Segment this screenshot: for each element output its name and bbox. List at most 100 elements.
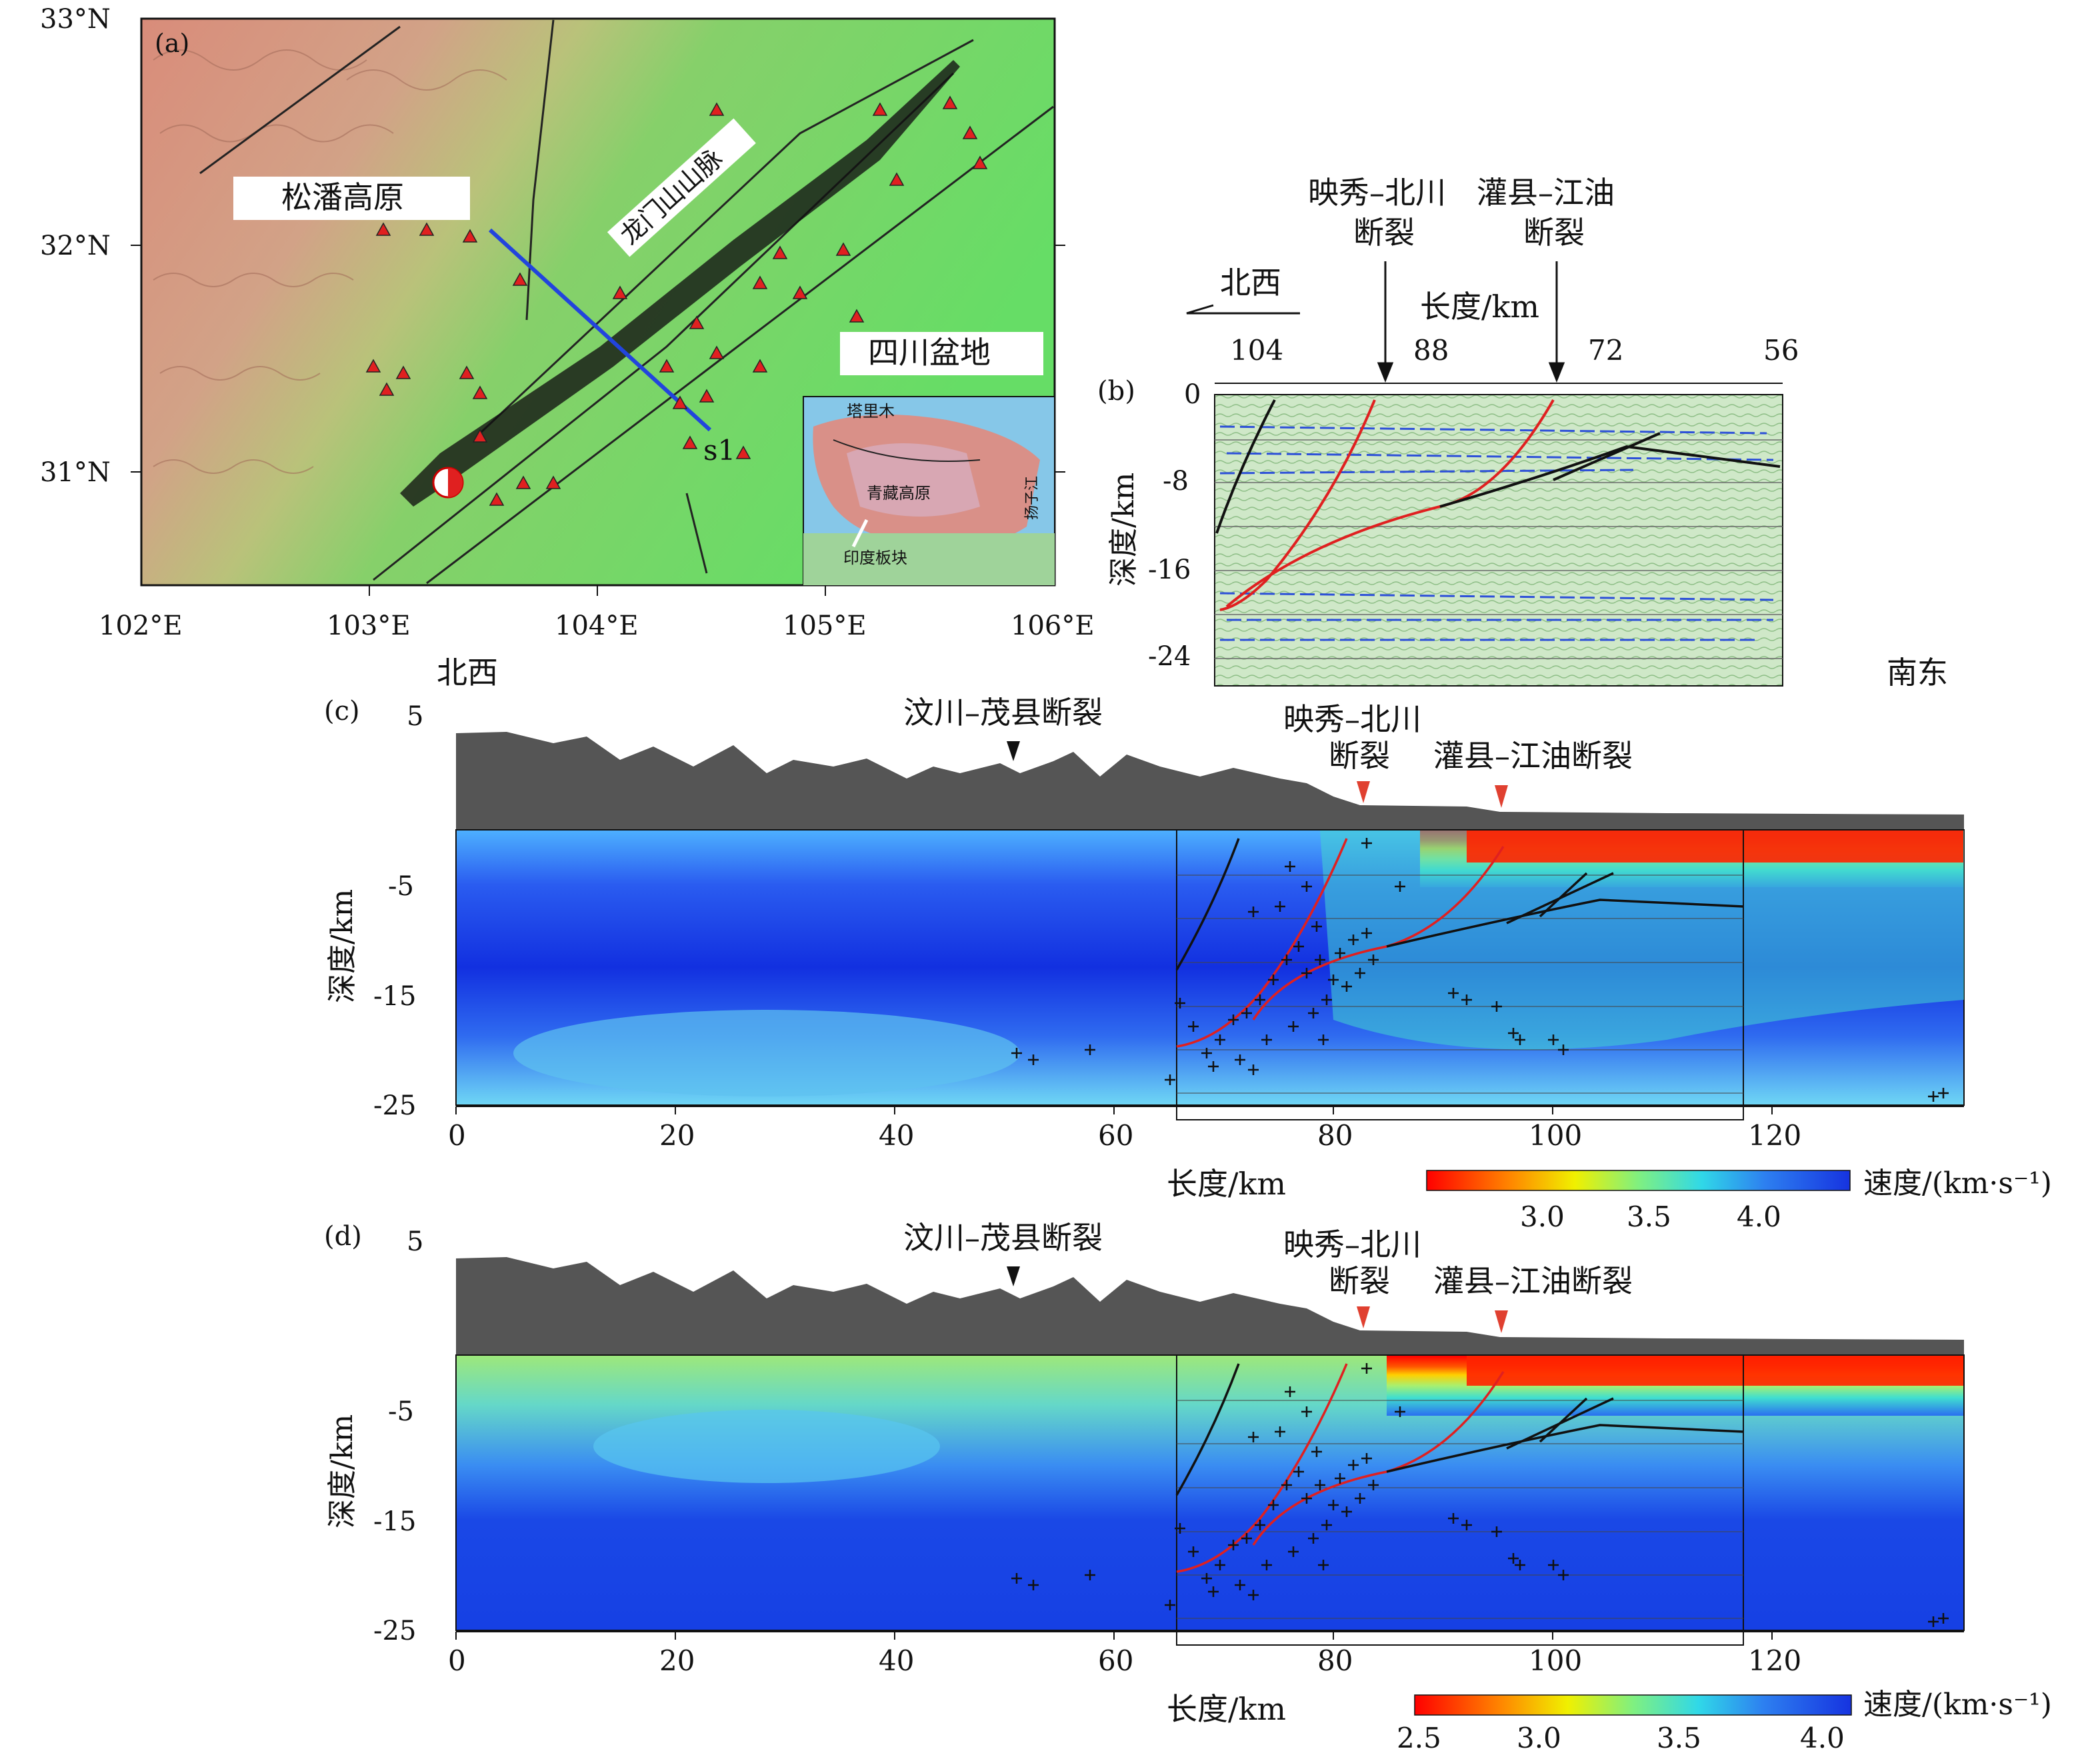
d-ytick-5: 5	[407, 1226, 423, 1257]
hypocenter-marker	[1241, 1533, 1252, 1544]
d-ytick-m25: -25	[373, 1616, 416, 1646]
hypocenter-marker	[1301, 1406, 1312, 1417]
hypocenter-marker	[1011, 1573, 1022, 1584]
hypocenter-marker	[1318, 1034, 1329, 1045]
d-hypocenters	[1011, 1363, 1949, 1627]
panel-b-seismic: (b) 104 88 72 56 0 -8 -16 -24 深度/km	[1097, 175, 1799, 687]
hypocenter-marker	[1491, 1001, 1502, 1012]
c-box-grid	[1177, 875, 1743, 1094]
hypocenter-marker	[1268, 974, 1279, 985]
seismic-faults	[1215, 399, 1781, 611]
hypocenter-marker	[1301, 1493, 1312, 1504]
seismic-grid	[1215, 439, 1783, 659]
map-ticks	[131, 245, 1065, 596]
hypocenter-marker	[1558, 1044, 1569, 1055]
d-wenchuan-arrow	[1007, 1266, 1020, 1286]
d-seismic-box	[1176, 1354, 1744, 1646]
b-x-tick-56: 56	[1763, 334, 1799, 367]
hypocenter-marker	[1361, 1363, 1372, 1374]
hypocenter-marker	[1301, 968, 1312, 978]
x-tick-label: 100	[1529, 1644, 1582, 1677]
hypocenter-marker	[1558, 1570, 1569, 1580]
d-red-core	[1467, 1356, 1963, 1386]
hypocenter-marker	[1315, 1480, 1325, 1490]
d-x-ticks: 0 20 40 60 80 100 120	[448, 1632, 1801, 1677]
b-x-tick-104: 104	[1230, 334, 1283, 367]
hypocenter-marker	[1165, 1600, 1175, 1610]
hypocenter-marker	[1293, 941, 1304, 952]
inset-map: 塔里木 青藏高原 印度板块 扬子江	[803, 396, 1055, 586]
hypocenter-marker	[1368, 954, 1379, 965]
c-wenchuan-arrow	[1007, 741, 1020, 761]
hypocenter-marker	[1348, 934, 1359, 945]
hypocenter-marker	[1028, 1054, 1039, 1065]
lon-label-103: 103°E	[327, 611, 411, 641]
profile-label: s1	[703, 434, 735, 467]
panel-c-velocity: (c) 北西 南东 汶川–茂县断裂 映秀–北川 断裂	[324, 655, 2052, 1233]
hypocenter-marker	[1515, 1034, 1525, 1045]
hypocenter-marker	[1235, 1054, 1245, 1065]
hypocenter-marker	[1255, 994, 1265, 1005]
x-tick-label: 40	[879, 1119, 914, 1152]
hypocenter-marker	[1268, 1500, 1279, 1510]
hypocenter-marker	[1281, 1480, 1292, 1490]
hypocenter-marker	[1248, 1590, 1259, 1600]
b-fault1-l1: 映秀–北川	[1308, 175, 1446, 211]
d-ytick-m5: -5	[388, 1396, 414, 1427]
hypocenter-marker	[1248, 1432, 1259, 1442]
b-direction-nw: 北西	[1220, 265, 1281, 301]
c-guanxian-arrow	[1495, 785, 1508, 808]
c-fault-yingxiu-2: 断裂	[1329, 738, 1390, 774]
d-fault-wenchuan: 汶川–茂县断裂	[903, 1220, 1103, 1256]
b-x-tick-88: 88	[1413, 334, 1449, 367]
x-tick-label: 80	[1317, 1119, 1353, 1152]
hypocenter-marker	[1285, 861, 1295, 872]
hypocenter-marker	[1395, 881, 1405, 892]
hypocenter-marker	[1311, 921, 1322, 932]
hypocenter-marker	[1288, 1546, 1299, 1557]
hypocenter-marker	[1318, 1560, 1329, 1570]
c-fault-yingxiu-1: 映秀–北川	[1283, 701, 1421, 737]
b-fault2-l1: 灌县–江油	[1477, 175, 1615, 211]
songpan-label-box	[233, 177, 470, 220]
hypocenter-marker	[1928, 1616, 1939, 1627]
d-guanxian-arrow	[1495, 1310, 1508, 1333]
c-ytick-5: 5	[407, 701, 423, 732]
hypocenter-marker	[1491, 1526, 1502, 1537]
hypocenter-marker	[1548, 1560, 1559, 1570]
c-y-ticks: 5 -5 -15 -25	[373, 701, 423, 1121]
hypocenter-marker	[1201, 1573, 1212, 1584]
x-tick-label: 120	[1748, 1119, 1801, 1152]
d-low-zone	[593, 1410, 940, 1483]
b-fault-arrows	[1377, 261, 1565, 383]
hypocenter-marker	[1361, 928, 1372, 938]
hypocenter-marker	[1241, 1008, 1252, 1018]
c-ylabel: 深度/km	[325, 889, 359, 1003]
d-cbar-tick-4.0: 4.0	[1800, 1722, 1845, 1754]
c-ytick-m5: -5	[388, 871, 414, 902]
hypocenter-marker	[1361, 838, 1372, 849]
b-direction-arrow	[1186, 304, 1300, 315]
hypocenter-marker	[1028, 1580, 1039, 1590]
c-tag: (c)	[324, 696, 360, 727]
d-faults	[1175, 1363, 1744, 1573]
hypocenter-marker	[1341, 1506, 1352, 1517]
c-low-zone	[513, 1010, 1020, 1096]
b-fault2-l2: 断裂	[1523, 215, 1585, 251]
hypocenter-marker	[1448, 1513, 1459, 1524]
lat-label-31: 31°N	[40, 457, 111, 488]
b-xlabel: 长度/km	[1420, 289, 1539, 325]
b-y-tick-8: -8	[1163, 466, 1189, 497]
hypocenter-marker	[1328, 1500, 1339, 1510]
hypocenter-marker	[1308, 1008, 1319, 1018]
hypocenter-marker	[1938, 1613, 1949, 1624]
hypocenter-marker	[1315, 954, 1325, 965]
hypocenter-marker	[1361, 1453, 1372, 1464]
hypocenter-marker	[1508, 1553, 1519, 1564]
hypocenter-marker	[1085, 1044, 1095, 1055]
hypocenter-marker	[1215, 1034, 1225, 1045]
d-cbar-tick-2.5: 2.5	[1397, 1722, 1441, 1754]
lon-label-106: 106°E	[1011, 611, 1095, 641]
hypocenter-marker	[1175, 1523, 1185, 1534]
